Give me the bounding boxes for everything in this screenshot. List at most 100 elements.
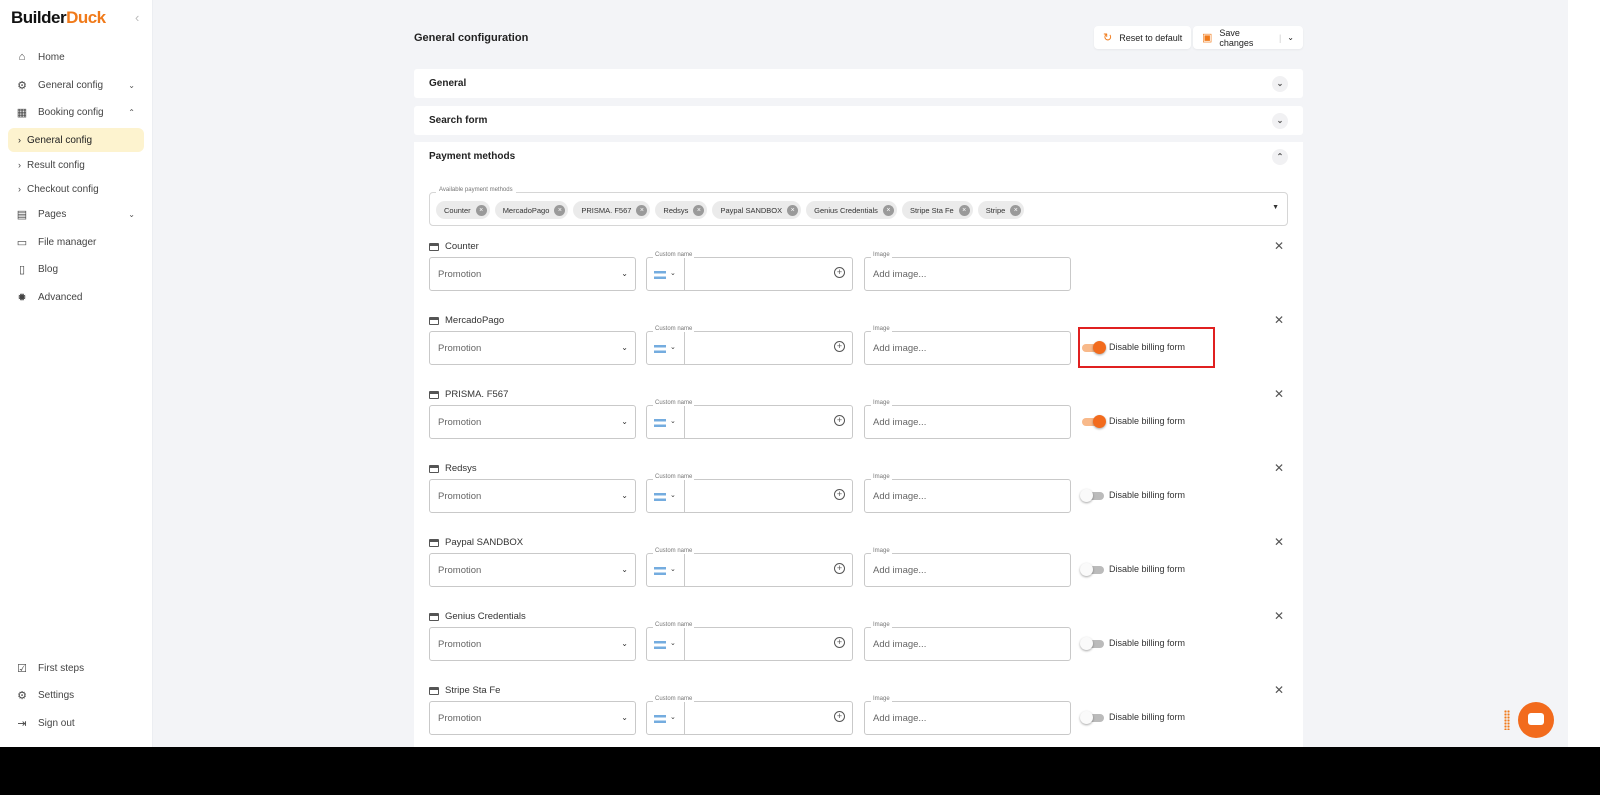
section-search-form[interactable]: Search form ⌄ — [414, 106, 1303, 135]
promotion-select[interactable]: Promotion ⌄ — [429, 553, 636, 587]
sidebar-item-booking-config[interactable]: ▦ Booking config ⌃ — [0, 101, 153, 123]
disable-billing-form-toggle[interactable] — [1080, 637, 1104, 650]
image-field[interactable]: Image Add image... — [864, 696, 1071, 735]
add-circle-icon[interactable]: + — [834, 341, 845, 352]
add-circle-icon[interactable]: + — [834, 711, 845, 722]
remove-method-close-icon[interactable]: ✕ — [1274, 609, 1285, 623]
disable-billing-form-toggle[interactable] — [1082, 415, 1106, 428]
language-chevron-icon[interactable]: ⌄ — [670, 270, 676, 277]
sidebar-subitem-checkout-config[interactable]: › Checkout config — [8, 177, 144, 201]
custom-name-field[interactable]: Custom name ⌄ + — [646, 326, 853, 365]
image-field[interactable]: Image Add image... — [864, 548, 1071, 587]
language-chevron-icon[interactable]: ⌄ — [670, 566, 676, 573]
sidebar-item-blog[interactable]: ▯ Blog — [0, 258, 153, 280]
payment-method-header: Redsys — [429, 463, 477, 474]
add-circle-icon[interactable]: + — [834, 637, 845, 648]
remove-chip-icon[interactable]: × — [882, 204, 894, 216]
sidebar-subitem-result-config[interactable]: › Result config — [8, 153, 144, 177]
remove-chip-icon[interactable]: × — [693, 204, 705, 216]
drag-handle-icon[interactable] — [1504, 710, 1510, 730]
promotion-select[interactable]: Promotion ⌄ — [429, 479, 636, 513]
language-chevron-icon[interactable]: ⌄ — [670, 492, 676, 499]
chevron-down-icon[interactable]: ⌄ — [1272, 75, 1288, 92]
remove-chip-icon[interactable]: × — [787, 204, 799, 216]
sidebar-item-advanced[interactable]: ✹ Advanced — [0, 286, 153, 308]
add-circle-icon[interactable]: + — [834, 267, 845, 278]
argentina-flag-icon[interactable] — [654, 715, 666, 723]
argentina-flag-icon[interactable] — [654, 493, 666, 501]
argentina-flag-icon[interactable] — [654, 567, 666, 575]
remove-chip-icon[interactable]: × — [475, 204, 487, 216]
reset-to-default-button[interactable]: ↻ Reset to default — [1094, 26, 1192, 49]
image-field[interactable]: Image Add image... — [864, 474, 1071, 513]
sidebar-subitem-general-config[interactable]: › General config — [8, 128, 144, 152]
sidebar-item-settings[interactable]: ⚙ Settings — [0, 684, 153, 706]
payment-method-chip: Redsys × — [655, 201, 708, 219]
image-field[interactable]: Image Add image... — [864, 326, 1071, 365]
disable-billing-form-toggle[interactable] — [1080, 489, 1104, 502]
argentina-flag-icon[interactable] — [654, 271, 666, 279]
promotion-select[interactable]: Promotion ⌄ — [429, 627, 636, 661]
disable-billing-form-toggle[interactable] — [1080, 563, 1104, 576]
chat-button[interactable] — [1518, 702, 1554, 738]
remove-method-close-icon[interactable]: ✕ — [1274, 313, 1285, 327]
add-circle-icon[interactable]: + — [834, 415, 845, 426]
promotion-select[interactable]: Promotion ⌄ — [429, 257, 636, 291]
image-field[interactable]: Image Add image... — [864, 252, 1071, 291]
custom-name-field[interactable]: Custom name ⌄ + — [646, 474, 853, 513]
sidebar-item-home[interactable]: ⌂ Home — [0, 46, 153, 68]
language-chevron-icon[interactable]: ⌄ — [670, 714, 676, 721]
logo[interactable]: BuilderDuck — [11, 8, 106, 28]
promotion-select[interactable]: Promotion ⌄ — [429, 701, 636, 735]
chevron-right-icon: › — [18, 135, 21, 145]
add-circle-icon[interactable]: + — [834, 563, 845, 574]
disable-billing-form-toggle[interactable] — [1080, 711, 1104, 724]
collapse-sidebar-icon[interactable]: ‹ — [135, 10, 140, 25]
sidebar-item-sign-out[interactable]: ⇥ Sign out — [0, 712, 153, 734]
promotion-select[interactable]: Promotion ⌄ — [429, 331, 636, 365]
remove-method-close-icon[interactable]: ✕ — [1274, 239, 1285, 253]
custom-name-field[interactable]: Custom name ⌄ + — [646, 622, 853, 661]
sidebar-item-first-steps[interactable]: ☑ First steps — [0, 657, 153, 679]
chevron-right-icon: › — [18, 160, 21, 170]
payment-method-row: Paypal SANDBOX ✕ Promotion ⌄ Custom name ⌄… — [429, 535, 1289, 611]
promotion-select[interactable]: Promotion ⌄ — [429, 405, 636, 439]
custom-name-field[interactable]: Custom name ⌄ + — [646, 252, 853, 291]
remove-method-close-icon[interactable]: ✕ — [1274, 683, 1285, 697]
remove-method-close-icon[interactable]: ✕ — [1274, 535, 1285, 549]
chevron-up-icon[interactable]: ⌃ — [1272, 148, 1288, 165]
sidebar-item-pages[interactable]: ▤ Pages ⌄ — [0, 203, 153, 225]
argentina-flag-icon[interactable] — [654, 345, 666, 353]
chevron-down-icon[interactable]: ⌄ — [1272, 112, 1288, 129]
remove-chip-icon[interactable]: × — [958, 204, 970, 216]
add-circle-icon[interactable]: + — [834, 489, 845, 500]
available-payment-methods-select[interactable]: Available payment methods Counter × Mercad… — [429, 187, 1288, 226]
section-payment-methods[interactable]: Payment methods ⌃ — [414, 142, 1303, 171]
language-chevron-icon[interactable]: ⌄ — [670, 418, 676, 425]
save-options-chevron-icon[interactable]: ⌄ — [1287, 33, 1294, 42]
payment-method-chip: Stripe × — [977, 201, 1025, 219]
section-general[interactable]: General ⌄ — [414, 69, 1303, 98]
image-field[interactable]: Image Add image... — [864, 622, 1071, 661]
divider: | — [1278, 32, 1282, 43]
remove-chip-icon[interactable]: × — [1010, 204, 1022, 216]
remove-method-close-icon[interactable]: ✕ — [1274, 387, 1285, 401]
sidebar-item-file-manager[interactable]: ▭ File manager — [0, 231, 153, 253]
language-chevron-icon[interactable]: ⌄ — [670, 640, 676, 647]
sidebar-item-label: Pages — [38, 208, 67, 220]
custom-name-field[interactable]: Custom name ⌄ + — [646, 548, 853, 587]
custom-name-field[interactable]: Custom name ⌄ + — [646, 400, 853, 439]
dropdown-arrow-icon[interactable]: ▼ — [1272, 204, 1279, 211]
remove-chip-icon[interactable]: × — [636, 204, 648, 216]
image-field[interactable]: Image Add image... — [864, 400, 1071, 439]
remove-method-close-icon[interactable]: ✕ — [1274, 461, 1285, 475]
sidebar-item-general-config[interactable]: ⚙ General config ⌄ — [0, 74, 153, 96]
folder-icon: ▭ — [16, 236, 28, 249]
language-chevron-icon[interactable]: ⌄ — [670, 344, 676, 351]
custom-name-field[interactable]: Custom name ⌄ + — [646, 696, 853, 735]
save-changes-button[interactable]: ▣ Save changes | ⌄ — [1193, 26, 1303, 49]
remove-chip-icon[interactable]: × — [554, 204, 566, 216]
argentina-flag-icon[interactable] — [654, 419, 666, 427]
disable-billing-form-toggle[interactable] — [1082, 341, 1106, 354]
argentina-flag-icon[interactable] — [654, 641, 666, 649]
